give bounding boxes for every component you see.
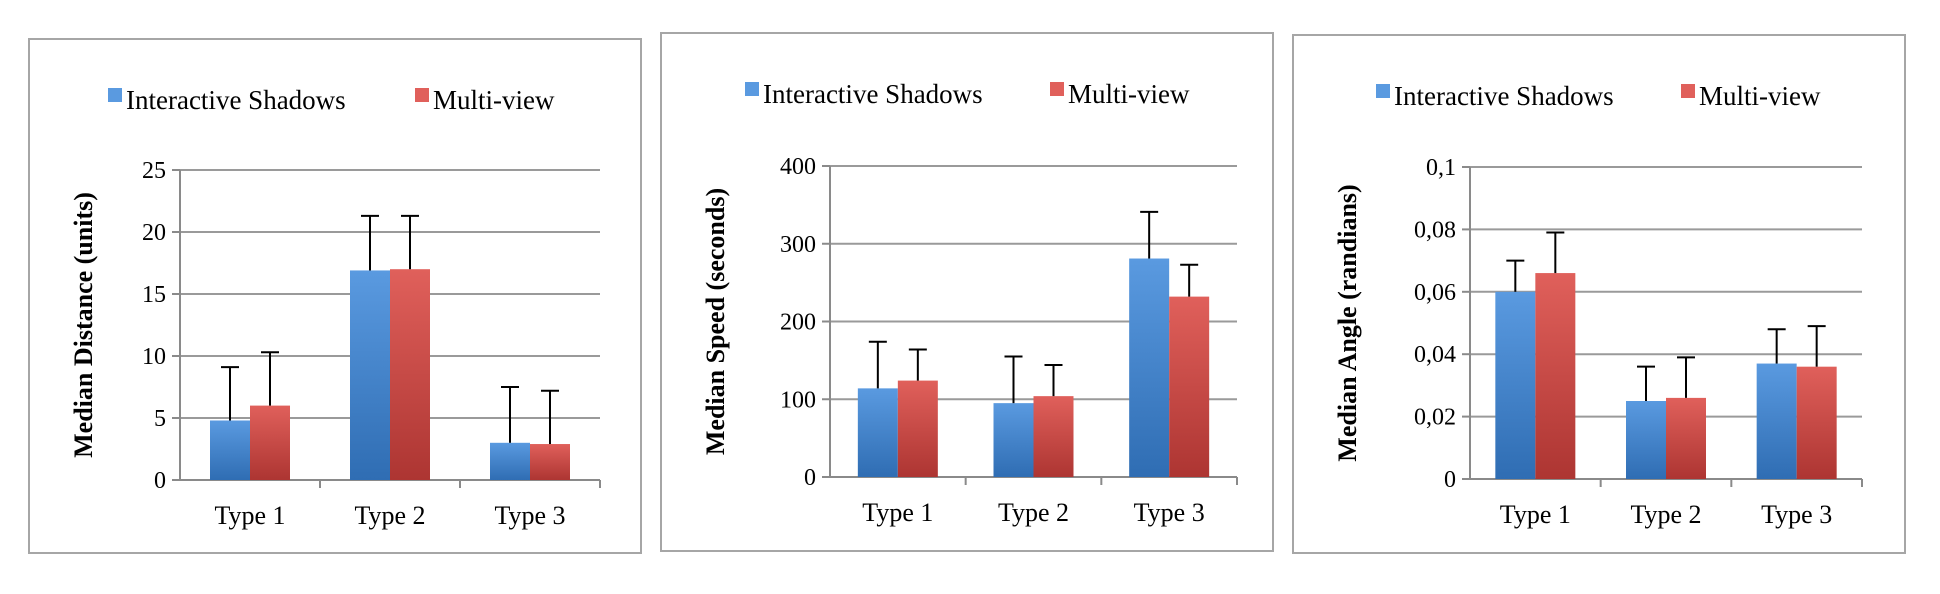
y-tick-label: 0,08: [1414, 217, 1456, 243]
legend-swatch-multi-view: [415, 88, 429, 102]
chart-distance: 0 5 10 15 20 25 Type 1 Type 2 Type 3 Median Dista…: [69, 85, 601, 530]
bar-interactive-shadows-1: [210, 420, 250, 480]
legend-label-multi-view: Multi-view: [433, 85, 555, 115]
y-tick-label: 25: [142, 158, 166, 184]
y-tick-label: 100: [780, 387, 816, 413]
chart-panel-angle: 0 0,02 0,04 0,06 0,08 0,1 Type 1 Type 2 Type 3 Me…: [1292, 34, 1906, 554]
bar-interactive-shadows-2: [993, 403, 1034, 477]
bar-multi-view-1: [250, 405, 290, 480]
y-tick-label: 0,06: [1414, 280, 1456, 306]
bar-multi-view-2: [390, 269, 430, 480]
x-tick-label: Type 1: [1500, 500, 1571, 529]
bar-multi-view-3: [1796, 366, 1837, 479]
y-tick-label: 0: [1444, 467, 1456, 493]
y-tick-label: 400: [780, 154, 816, 180]
chart-speed: 0 100 200 300 400 Type 1 Type 2 Type 3 Median Sp…: [701, 79, 1238, 527]
bar-interactive-shadows-2: [350, 270, 390, 480]
legend-swatch-interactive-shadows: [1376, 84, 1390, 98]
y-tick-label: 200: [780, 310, 816, 336]
bar-multi-view-3: [1169, 296, 1210, 477]
y-axis-label: Median Speed (seconds): [701, 188, 730, 455]
legend-label-interactive-shadows: Interactive Shadows: [763, 79, 983, 109]
chart-angle: 0 0,02 0,04 0,06 0,08 0,1 Type 1 Type 2 Type 3 Me…: [1333, 81, 1863, 529]
bar-interactive-shadows-1: [857, 388, 898, 477]
x-tick-label: Type 1: [862, 498, 933, 527]
legend-swatch-interactive-shadows: [108, 88, 122, 102]
y-tick-label: 0: [804, 465, 816, 491]
y-axis-label: Median Angle (randians): [1333, 184, 1362, 461]
y-tick-label: 10: [142, 344, 166, 370]
x-tick-label: Type 3: [1761, 500, 1832, 529]
x-tick-label: Type 3: [1134, 498, 1205, 527]
x-tick-label: Type 2: [354, 501, 425, 530]
bar-multi-view-2: [1666, 397, 1706, 479]
legend-swatch-interactive-shadows: [745, 82, 759, 96]
bar-multi-view-1: [897, 380, 938, 477]
bar-interactive-shadows-3: [1756, 363, 1797, 479]
legend-swatch-multi-view: [1681, 84, 1695, 98]
x-tick-label: Type 1: [214, 501, 285, 530]
y-tick-label: 0,1: [1426, 155, 1456, 181]
y-tick-label: 0,04: [1414, 342, 1456, 368]
y-tick-label: 20: [142, 220, 166, 246]
bar-multi-view-1: [1535, 273, 1576, 479]
bar-interactive-shadows-1: [1495, 291, 1536, 479]
chart-panel-distance: 0 5 10 15 20 25 Type 1 Type 2 Type 3 Median Dista…: [28, 38, 642, 554]
legend-label-multi-view: Multi-view: [1699, 81, 1821, 111]
legend-label-interactive-shadows: Interactive Shadows: [126, 85, 346, 115]
legend-label-interactive-shadows: Interactive Shadows: [1394, 81, 1614, 111]
bar-interactive-shadows-3: [490, 442, 530, 480]
y-tick-label: 0,02: [1414, 405, 1456, 431]
bar-multi-view-2: [1033, 396, 1074, 477]
bar-interactive-shadows-2: [1626, 401, 1666, 479]
y-axis-label: Median Distance (units): [69, 192, 98, 458]
bar-multi-view-3: [530, 444, 570, 480]
x-tick-label: Type 3: [494, 501, 565, 530]
x-tick-label: Type 2: [1630, 500, 1701, 529]
legend-swatch-multi-view: [1050, 82, 1064, 96]
chart-panel-speed: 0 100 200 300 400 Type 1 Type 2 Type 3 Median Sp…: [660, 32, 1274, 552]
y-tick-label: 5: [154, 406, 166, 432]
y-tick-label: 0: [154, 468, 166, 494]
x-tick-label: Type 2: [998, 498, 1069, 527]
y-tick-label: 15: [142, 282, 166, 308]
y-tick-label: 300: [780, 232, 816, 258]
bar-interactive-shadows-3: [1129, 258, 1170, 477]
legend-label-multi-view: Multi-view: [1068, 79, 1190, 109]
